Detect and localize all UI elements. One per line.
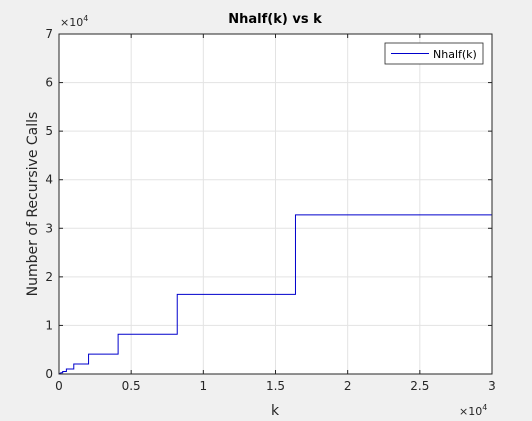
y-axis-label: Number of Recursive Calls	[25, 112, 41, 297]
x-tick-label: 2	[344, 379, 352, 393]
y-exponent-label: ×104	[60, 14, 88, 29]
y-tick-label: 4	[45, 173, 53, 187]
y-tick-label: 0	[45, 367, 53, 381]
x-tick-label: 3	[488, 379, 496, 393]
legend-entry-label: Nhalf(k)	[433, 48, 477, 61]
y-tick-label: 7	[45, 27, 53, 41]
y-tick-label: 1	[45, 318, 53, 332]
legend-box	[384, 42, 484, 65]
x-tick-label: 0	[55, 379, 63, 393]
x-exponent-label: ×104	[459, 403, 487, 418]
y-tick-label: 5	[45, 124, 53, 138]
x-tick-label: 1.5	[266, 379, 285, 393]
chart-title: Nhalf(k) vs k	[228, 12, 322, 27]
ticks	[58, 33, 493, 375]
tick-labels: 0 0.5 1 1.5 2 2.5 3 0 1 2 3 4 5 6 7	[45, 27, 495, 393]
y-tick-label: 6	[45, 76, 53, 90]
legend: Nhalf(k)	[384, 42, 484, 65]
y-tick-label: 3	[45, 221, 53, 235]
x-tick-label: 2.5	[410, 379, 429, 393]
x-axis-label: k	[271, 403, 280, 419]
y-tick-label: 2	[45, 270, 53, 284]
x-tick-label: 1	[200, 379, 208, 393]
x-tick-label: 0.5	[122, 379, 141, 393]
